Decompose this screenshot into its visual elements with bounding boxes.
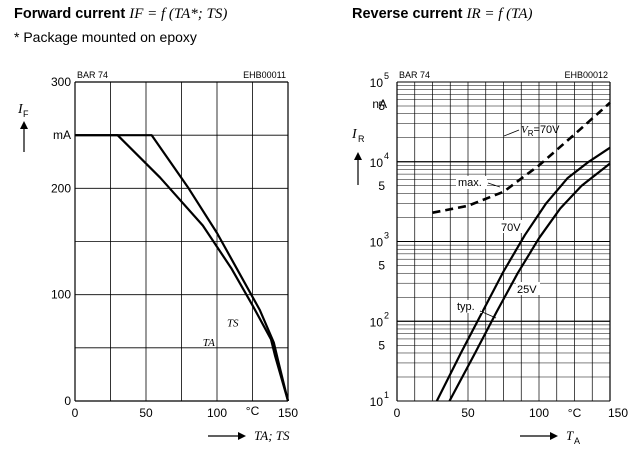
annotation-leader [479,310,497,319]
annotation-leader [503,129,520,137]
right-title-bold: Reverse current [352,6,463,22]
y-tick-label: 200 [51,181,71,195]
x-tick-label: 150 [608,406,628,420]
chart-header-left: BAR 74 [77,70,108,80]
y-tick-label: 10 [370,156,384,170]
y-tick-label: 0 [64,394,71,408]
series-label-ts: TS [227,318,239,330]
y-tick-label: 5 [378,259,385,273]
chart-header-left: BAR 74 [399,70,430,80]
series-line-max [432,101,611,214]
y-axis-arrowhead [20,121,28,129]
y-tick-exponent: 2 [384,310,389,320]
right-title-formula: IR = f (TA) [466,6,533,22]
annotation-leader [487,182,501,188]
annotation-70v-label: 70V [501,222,521,234]
y-tick-exponent: 5 [384,71,389,81]
x-tick-label: 50 [139,406,153,420]
series-label-ta: TA [203,337,215,349]
y-unit-label: mA [53,128,71,142]
y-tick-exponent: 4 [384,151,389,161]
right-chart-title: Reverse current IR = f (TA) [352,6,533,23]
chart-header-right: EHB00012 [564,70,608,80]
series-line-25v [448,162,611,402]
y-tick-label: 5 [378,179,385,193]
annotation-bg [500,220,525,233]
left-chart-title: Forward current IF = f (TA*; TS) [14,6,227,23]
x-axis-arrowhead [238,432,246,440]
y-tick-label: 100 [51,288,71,302]
x-tick-label: 0 [394,406,401,420]
x-unit-label: °C [568,406,582,420]
y-axis-label: I [351,127,358,142]
y-tick-label: 5 [378,99,385,113]
y-tick-exponent: 3 [384,231,389,241]
annotation-vr-label: VR=70V [521,124,560,138]
y-tick-label: 10 [370,395,384,409]
y-axis-label-sub: R [358,134,365,144]
y-axis-label: I [17,102,24,117]
x-axis-label-sub: A [574,436,580,446]
x-tick-label: 50 [461,406,475,420]
series-line-ta [75,134,290,402]
annotation-bg [516,282,540,295]
x-tick-label: 100 [529,406,549,420]
annotation-bg [456,300,482,313]
series-line-ts [75,134,290,402]
x-axis-label: TA; TS [254,428,290,443]
y-tick-label: 5 [378,338,385,352]
left-title-bold: Forward current [14,6,126,22]
x-tick-label: 0 [72,406,79,420]
x-tick-label: 100 [207,406,227,420]
y-tick-label: 10 [370,315,384,329]
x-axis-label: T [566,428,574,443]
y-axis-arrowhead [354,152,362,160]
series-line-70v [435,146,611,402]
y-tick-label: 300 [51,75,71,89]
y-tick-exponent: 1 [384,390,389,400]
y-tick-label: 10 [370,76,384,90]
x-unit-label: °C [246,404,260,418]
annotation-typ-label: typ. [457,301,475,313]
chart-header-right: EHB00011 [243,70,286,80]
annotation-max-label: max. [458,177,482,189]
x-tick-label: 150 [278,406,298,420]
y-axis-label-sub: F [23,109,29,119]
annotation-25v-label: 25V [517,284,537,296]
x-axis-arrowhead [550,432,558,440]
y-tick-label: 10 [370,236,384,250]
left-title-formula: IF = f (TA*; TS) [129,6,228,22]
y-unit-label: nA [372,97,387,111]
annotation-bg [456,176,487,189]
left-chart-subtitle: * Package mounted on epoxy [14,29,197,45]
